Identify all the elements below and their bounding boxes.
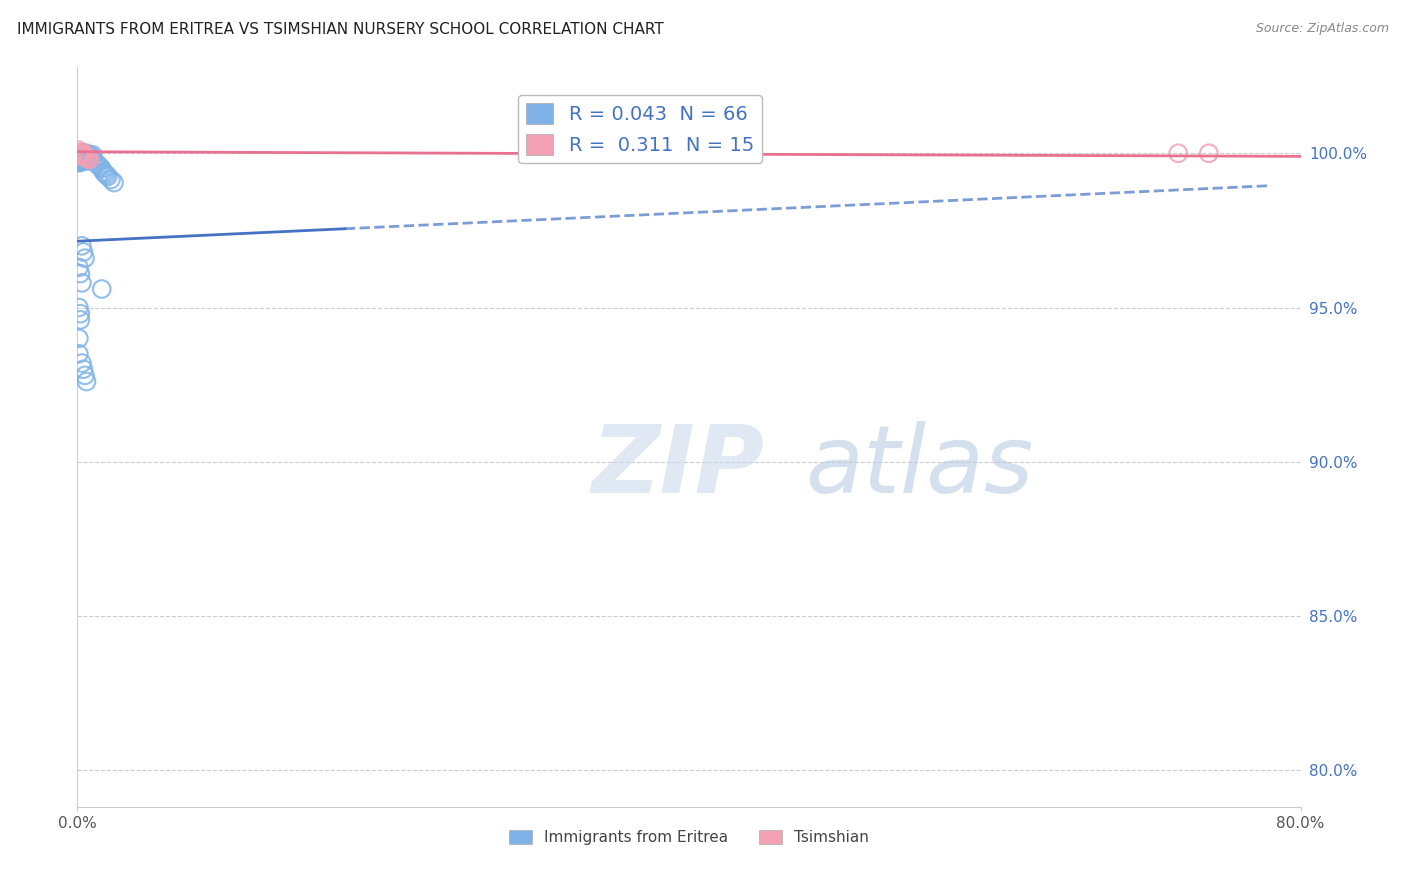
Point — [73, 368, 96, 383]
Text: atlas: atlas — [806, 421, 1033, 512]
Point — [67, 148, 90, 162]
Point — [67, 260, 90, 275]
Point — [77, 153, 100, 167]
Point — [67, 153, 90, 167]
Point — [70, 148, 93, 162]
Point — [97, 169, 120, 184]
Point — [79, 153, 101, 168]
Point — [87, 159, 110, 173]
Point — [70, 356, 93, 370]
Point — [67, 149, 90, 163]
Point — [83, 153, 105, 168]
Point — [100, 172, 122, 186]
Point — [70, 239, 93, 253]
Point — [70, 276, 93, 290]
Point — [76, 375, 98, 389]
Text: ZIP: ZIP — [591, 421, 763, 513]
Point — [69, 153, 91, 167]
Point — [84, 155, 107, 169]
Point — [69, 148, 91, 162]
Point — [72, 362, 94, 376]
Point — [67, 148, 90, 162]
Point — [69, 307, 91, 321]
Point — [76, 149, 98, 163]
Point — [82, 148, 104, 162]
Point — [80, 149, 103, 163]
Point — [67, 331, 90, 345]
Point — [79, 148, 101, 162]
Point — [67, 146, 90, 161]
Point — [72, 245, 94, 260]
Point — [67, 149, 90, 163]
Point — [72, 153, 94, 167]
Point — [67, 146, 90, 161]
Point — [89, 160, 111, 174]
Point — [70, 153, 93, 168]
Point — [73, 148, 96, 162]
Point — [70, 146, 93, 161]
Point — [73, 153, 96, 168]
Point — [69, 313, 91, 327]
Point — [67, 301, 90, 315]
Point — [72, 149, 94, 163]
Point — [77, 151, 100, 165]
Point — [73, 149, 96, 163]
Point — [72, 146, 94, 161]
Point — [76, 153, 98, 167]
Point — [67, 155, 90, 169]
Point — [70, 146, 93, 161]
Point — [1167, 146, 1189, 161]
Point — [69, 155, 91, 169]
Text: IMMIGRANTS FROM ERITREA VS TSIMSHIAN NURSERY SCHOOL CORRELATION CHART: IMMIGRANTS FROM ERITREA VS TSIMSHIAN NUR… — [17, 22, 664, 37]
Point — [103, 176, 125, 190]
Point — [72, 149, 94, 163]
Point — [94, 166, 117, 180]
Legend: Immigrants from Eritrea, Tsimshian: Immigrants from Eritrea, Tsimshian — [503, 824, 875, 852]
Point — [1198, 146, 1220, 161]
Point — [67, 143, 90, 157]
Point — [69, 146, 91, 161]
Point — [77, 148, 100, 162]
Point — [73, 251, 96, 265]
Point — [79, 153, 101, 167]
Point — [70, 151, 93, 165]
Point — [67, 148, 90, 162]
Text: Source: ZipAtlas.com: Source: ZipAtlas.com — [1256, 22, 1389, 36]
Point — [69, 151, 91, 165]
Point — [70, 148, 93, 162]
Point — [67, 146, 90, 161]
Point — [86, 157, 108, 171]
Point — [76, 146, 98, 161]
Point — [72, 146, 94, 161]
Point — [69, 148, 91, 162]
Point — [70, 149, 93, 163]
Point — [82, 153, 104, 167]
Point — [90, 282, 112, 296]
Point — [69, 267, 91, 281]
Point — [91, 165, 114, 179]
Point — [73, 149, 96, 163]
Point — [69, 149, 91, 163]
Point — [72, 148, 94, 162]
Point — [67, 347, 90, 361]
Point — [76, 151, 98, 165]
Point — [90, 161, 112, 176]
Point — [69, 153, 91, 168]
Point — [69, 146, 91, 161]
Point — [96, 168, 118, 182]
Point — [67, 151, 90, 165]
